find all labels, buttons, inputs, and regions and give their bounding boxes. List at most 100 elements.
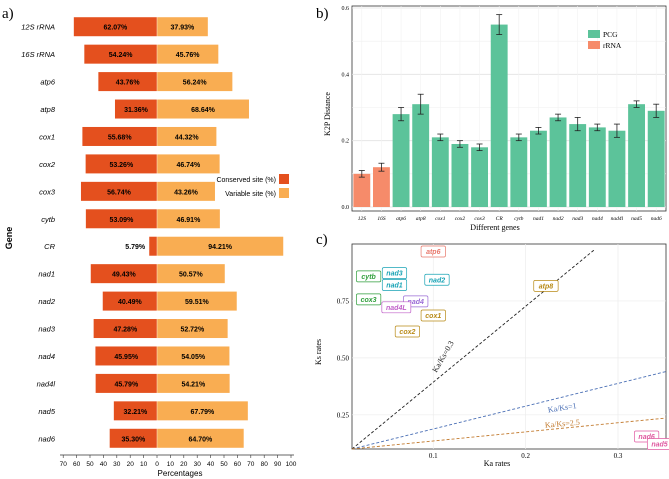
bar-variable-12S-rRNA (157, 17, 208, 37)
panel-b-xlabel: Different genes (470, 223, 519, 232)
data-label-variable: 43.26% (174, 189, 199, 196)
gene-label: CR (44, 242, 55, 251)
data-label-conserved: 53.09% (110, 217, 135, 224)
bar-variable-nad4 (157, 346, 230, 366)
data-label-variable: 59.51% (185, 299, 210, 306)
bar-variable-nad6 (157, 428, 244, 448)
gene-label: cox1 (39, 132, 55, 141)
y-tick-label: 0.4 (342, 72, 350, 78)
point-box-cytb (356, 270, 382, 283)
x-tick-label: 0.1 (429, 452, 438, 460)
ratio-line-label: Ka/Ks=2.5 (545, 418, 581, 430)
bar-conserved-CR (149, 236, 157, 256)
x-tick-label: 90 (274, 461, 282, 468)
data-label-variable: 67.79% (191, 409, 216, 416)
y-tick-label: 0.25 (337, 411, 350, 419)
x-tick-label: 30 (113, 461, 121, 468)
bar-conserved-12S-rRNA (73, 17, 157, 37)
panel-a-chart: Gene Percentages 12S rRNA 62.07% 37.93% 16S… (4, 13, 297, 478)
ratio-line (351, 371, 667, 450)
y-tick-label: 0.2 (342, 139, 350, 145)
x-tick-label: 20 (180, 461, 188, 468)
bar-variable-nad4l (157, 373, 230, 393)
x-tick-label: 0.2 (521, 452, 530, 460)
x-tick-label: 0.3 (614, 452, 623, 460)
gene-label: nad2 (38, 297, 56, 306)
x-tick-label: nad3 (572, 216, 583, 222)
point-box-nad4L (381, 301, 412, 314)
data-label-variable: 94.21% (208, 244, 233, 251)
point-box-nad1 (381, 279, 408, 291)
x-tick-label: atp6 (396, 216, 406, 222)
point-label-nad1: nad1 (386, 283, 402, 290)
bar-variable-nad1 (157, 264, 225, 284)
x-tick-label: 50 (220, 461, 228, 468)
x-tick-label: cox3 (474, 216, 485, 222)
gene-label: nad3 (38, 325, 56, 334)
bar-conserved-16S-rRNA (84, 44, 157, 64)
x-tick-label: nad4 (592, 215, 603, 222)
x-tick-label: nad5 (631, 216, 642, 222)
data-label-variable: 44.32% (175, 134, 200, 141)
x-tick-label: 50 (86, 461, 94, 468)
x-tick-label: atp8 (416, 216, 426, 222)
y-tick-label: 0.0 (342, 205, 350, 211)
gene-label: nad4 (38, 352, 55, 361)
panel-a-label: a) (2, 6, 14, 22)
gene-label: nad4l (37, 379, 56, 388)
data-label-conserved: 55.68% (108, 134, 133, 141)
gene-label: atp6 (40, 78, 55, 87)
data-label-variable: 54.21% (181, 381, 206, 388)
data-label-conserved: 45.95% (114, 354, 139, 361)
bar-nad4 (588, 127, 606, 207)
data-label-conserved: 32.21% (124, 409, 149, 416)
ratio-line-label: Ka/Ks=1 (547, 401, 577, 414)
bar-conserved-nad5 (113, 401, 157, 421)
bar-conserved-nad3 (93, 319, 157, 339)
point-box-atp8 (533, 280, 559, 292)
point-label-nad4: nad4 (408, 299, 424, 306)
bar-variable-CR (157, 236, 284, 256)
bar-conserved-atp6 (98, 72, 157, 92)
bar-variable-cox3 (157, 181, 215, 201)
gene-label: 12S rRNA (21, 23, 55, 32)
point-label-nad2: nad2 (429, 277, 445, 284)
data-label-conserved: 53.26% (109, 162, 134, 169)
point-label-nad5: nad5 (651, 441, 667, 448)
legend-label: Variable site (%) (225, 191, 276, 198)
panel-a-xlabel: Percentages (158, 469, 203, 478)
data-label-conserved: 35.30% (121, 436, 146, 443)
data-label-conserved: 45.79% (114, 381, 139, 388)
x-tick-label: cytb (514, 216, 523, 222)
legend-swatch (588, 30, 600, 38)
x-tick-label: nad1 (533, 216, 544, 222)
legend-swatch (279, 174, 289, 184)
point-label-nad4L: nad4L (386, 305, 407, 312)
point-label-cox1: cox1 (425, 313, 441, 320)
data-label-conserved: 40.49% (118, 299, 143, 306)
ratio-line (351, 417, 667, 450)
data-label-variable: 54.05% (181, 354, 206, 361)
data-label-variable: 68.64% (191, 107, 216, 114)
x-tick-label: nad6 (651, 216, 662, 222)
legend-swatch (588, 41, 600, 49)
bar-cox1 (431, 137, 449, 207)
point-box-atp6 (420, 245, 446, 258)
bar-nad2 (549, 117, 567, 207)
gene-label: cytb (41, 215, 55, 224)
x-tick-label: CR (496, 216, 504, 222)
bar-atp8 (412, 104, 430, 207)
point-label-nad3: nad3 (386, 271, 402, 278)
x-tick-label: 60 (73, 461, 81, 468)
data-label-variable: 45.76% (176, 52, 201, 59)
bar-conserved-nad4l (95, 373, 157, 393)
bar-16S (372, 167, 390, 207)
panel-c-label: c) (316, 232, 328, 248)
point-label-cox2: cox2 (399, 329, 415, 336)
point-label-atp8: atp8 (539, 283, 554, 290)
point-box-nad5 (646, 438, 669, 450)
bar-variable-atp6 (157, 72, 233, 92)
x-tick-label: nad2 (553, 216, 564, 222)
bar-conserved-nad6 (109, 428, 157, 448)
